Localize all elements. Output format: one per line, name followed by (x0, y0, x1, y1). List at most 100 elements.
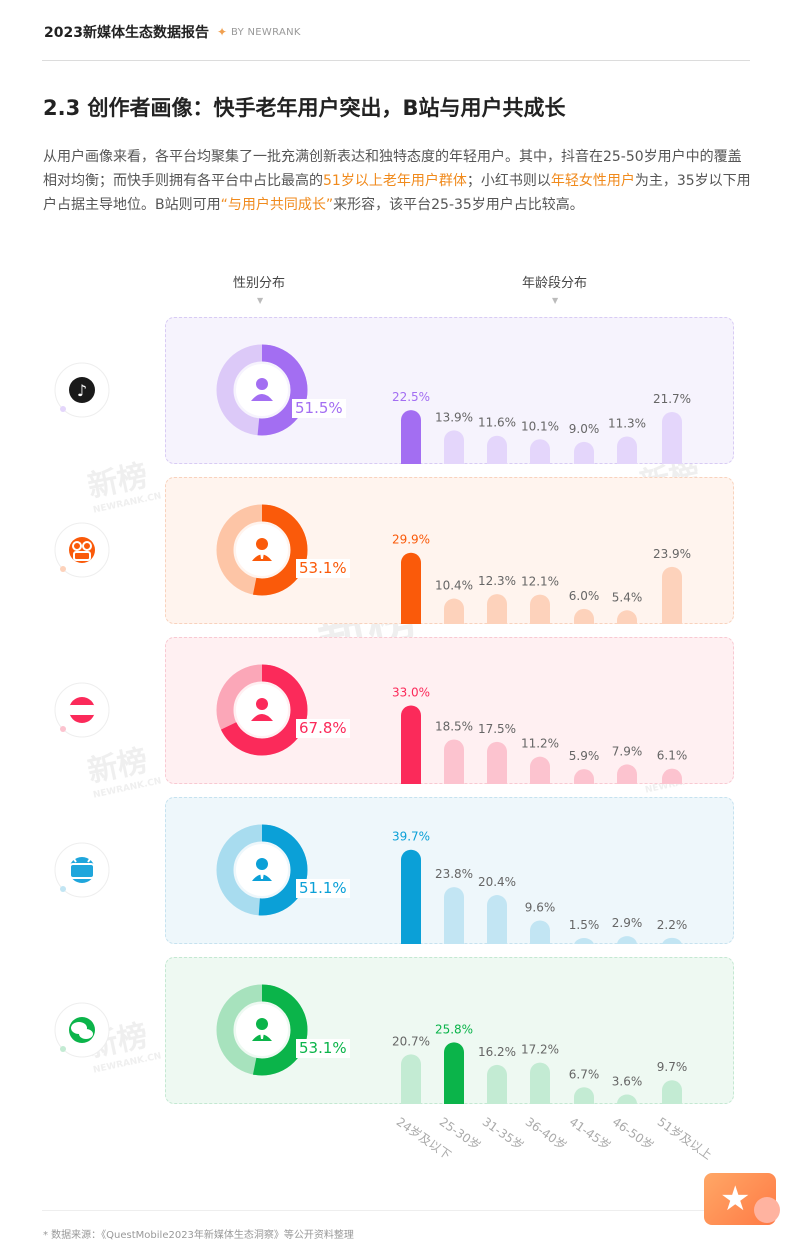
bar-value-label: 2.9% (612, 916, 643, 930)
age-bar (617, 610, 637, 624)
age-bar (662, 1080, 682, 1104)
bar-value-label: 12.1% (521, 575, 559, 589)
bar-value-label: 1.5% (569, 918, 600, 932)
bar-value-label: 10.4% (435, 579, 473, 593)
bar-value-label: 25.8% (435, 1022, 473, 1036)
age-bar (444, 739, 464, 784)
gender-percent-label: 51.1% (296, 879, 350, 898)
age-bar (617, 936, 637, 944)
age-bar (487, 1064, 507, 1104)
age-bar (662, 566, 682, 624)
brand-byline: BY NEWRANK (231, 26, 301, 38)
bar-value-label: 20.7% (392, 1034, 430, 1048)
star-icon: ★ (720, 1179, 751, 1219)
watermark-en: NEWRANK.CN (92, 491, 163, 516)
gender-donut (216, 664, 308, 756)
male-user-icon (252, 1018, 272, 1041)
bar-value-label: 33.0% (392, 685, 430, 699)
gender-donut (216, 984, 308, 1076)
gender-donut (216, 824, 308, 916)
gender-percent-label: 53.1% (296, 1039, 350, 1058)
bar-value-label: 39.7% (392, 830, 430, 844)
watermark-en: NEWRANK.CN (92, 776, 163, 801)
female-user-icon (251, 698, 273, 721)
age-bar (662, 768, 682, 784)
down-arrow-icon: ▼ (257, 296, 264, 305)
bar-value-label: 23.9% (653, 547, 691, 561)
age-axis-label: 51岁及以上 (654, 1114, 715, 1163)
report-header: 2023新媒体生态数据报告 ✦ BY NEWRANK (44, 18, 301, 46)
bar-value-label: 29.9% (392, 533, 430, 547)
gender-percent-label: 51.5% (292, 399, 346, 418)
age-bar (530, 594, 550, 624)
age-bar (487, 895, 507, 944)
age-bar (444, 1042, 464, 1104)
age-bar-chart: 20.7% 25.8% 16.2% 17.2% 6.7% 3.6% 9.7% (392, 1022, 688, 1104)
gender-donut (216, 344, 308, 436)
paragraph-text: ；小红书则以 (466, 173, 551, 189)
age-bar-chart: 39.7% 23.8% 20.4% 9.6% 1.5% 2.9% 2.2% (392, 830, 688, 944)
age-bar (444, 430, 464, 464)
bar-value-label: 9.6% (525, 900, 556, 914)
age-axis-label: 46-50岁 (609, 1114, 657, 1153)
bar-value-label: 9.7% (657, 1060, 688, 1074)
wechat-icon (53, 1001, 111, 1059)
age-axis-label: 36-40岁 (522, 1114, 570, 1153)
age-bar (401, 410, 421, 464)
footnote: * 数据来源：《QuestMobile2023年新媒体生态洞察》等公开资料整理 (43, 1230, 354, 1241)
down-arrow-icon: ▼ (552, 296, 559, 305)
bar-value-label: 23.8% (435, 867, 473, 881)
age-bar (401, 849, 421, 944)
age-bar (617, 1094, 637, 1104)
female-user-icon (251, 378, 273, 401)
age-bar (444, 598, 464, 624)
bar-value-label: 6.0% (569, 589, 600, 603)
age-bar (444, 887, 464, 944)
donut-arc (216, 664, 308, 756)
paragraph-text: 来形容，该平台25-35岁用户占比较高。 (333, 197, 584, 213)
bar-value-label: 21.7% (653, 392, 691, 406)
bar-value-label: 11.3% (608, 416, 646, 430)
age-bar (530, 1062, 550, 1104)
donut-arc (216, 824, 308, 916)
age-bar-chart: 29.9% 10.4% 12.3% 12.1% 6.0% 5.4% 23.9% (392, 533, 691, 624)
gender-percent-label: 53.1% (296, 559, 350, 578)
age-bar (401, 552, 421, 624)
age-bar (530, 439, 550, 464)
footer-divider (42, 1210, 750, 1211)
bar-value-label: 18.5% (435, 720, 473, 734)
age-bar (530, 756, 550, 784)
kuaishou-icon (53, 521, 111, 579)
bar-value-label: 3.6% (612, 1075, 643, 1089)
male-user-icon (252, 858, 272, 881)
bar-value-label: 16.2% (478, 1045, 516, 1059)
bilibili-icon (53, 841, 111, 899)
age-bar (530, 920, 550, 944)
paragraph-text: 从用户画像来看，各平台均聚集了一批充满创新表达和独特态度的年轻用户。其中，抖音在… (43, 149, 742, 189)
bar-value-label: 2.2% (657, 918, 688, 932)
age-bar (574, 938, 594, 944)
age-bar (617, 436, 637, 464)
age-bar (487, 741, 507, 784)
age-bar (617, 764, 637, 784)
gender-column-label: 性别分布 (233, 276, 286, 291)
age-axis-label: 31-35岁 (479, 1114, 527, 1153)
age-bar (574, 608, 594, 624)
age-bar (574, 441, 594, 464)
header-divider (42, 60, 750, 61)
bar-value-label: 11.6% (478, 416, 516, 430)
donut-arc (216, 984, 308, 1076)
bar-value-label: 20.4% (478, 875, 516, 889)
age-bar (487, 435, 507, 464)
favorite-button[interactable]: ★ (704, 1173, 780, 1225)
avatar (754, 1197, 780, 1223)
bar-value-label: 17.5% (478, 722, 516, 736)
bar-value-label: 17.2% (521, 1043, 559, 1057)
report-title: 2023新媒体生态数据报告 (44, 25, 209, 41)
sparkle-icon: ✦ (216, 25, 228, 39)
age-bar-chart: 22.5% 13.9% 11.6% 10.1% 9.0% 11.3% 21.7% (392, 390, 691, 464)
gender-donut (216, 504, 308, 596)
donut-arc (216, 504, 308, 596)
